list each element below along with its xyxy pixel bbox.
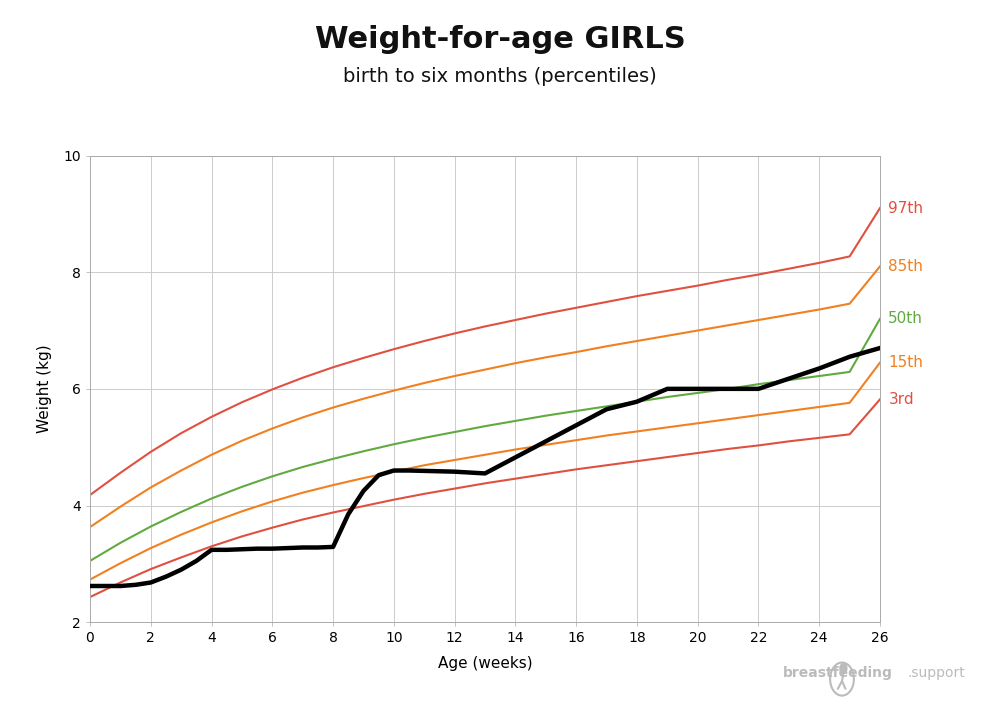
Text: 3rd: 3rd: [888, 392, 914, 407]
Text: 50th: 50th: [888, 311, 923, 327]
Text: 97th: 97th: [888, 201, 923, 216]
Y-axis label: Weight (kg): Weight (kg): [37, 344, 52, 433]
X-axis label: Age (weeks): Age (weeks): [438, 656, 532, 672]
Text: 85th: 85th: [888, 259, 923, 274]
Text: Weight-for-age GIRLS: Weight-for-age GIRLS: [315, 25, 685, 54]
Circle shape: [840, 663, 847, 673]
Text: .support: .support: [907, 666, 965, 680]
Text: breastfeeding: breastfeeding: [783, 666, 893, 680]
Text: birth to six months (percentiles): birth to six months (percentiles): [343, 67, 657, 86]
Text: 15th: 15th: [888, 355, 923, 370]
